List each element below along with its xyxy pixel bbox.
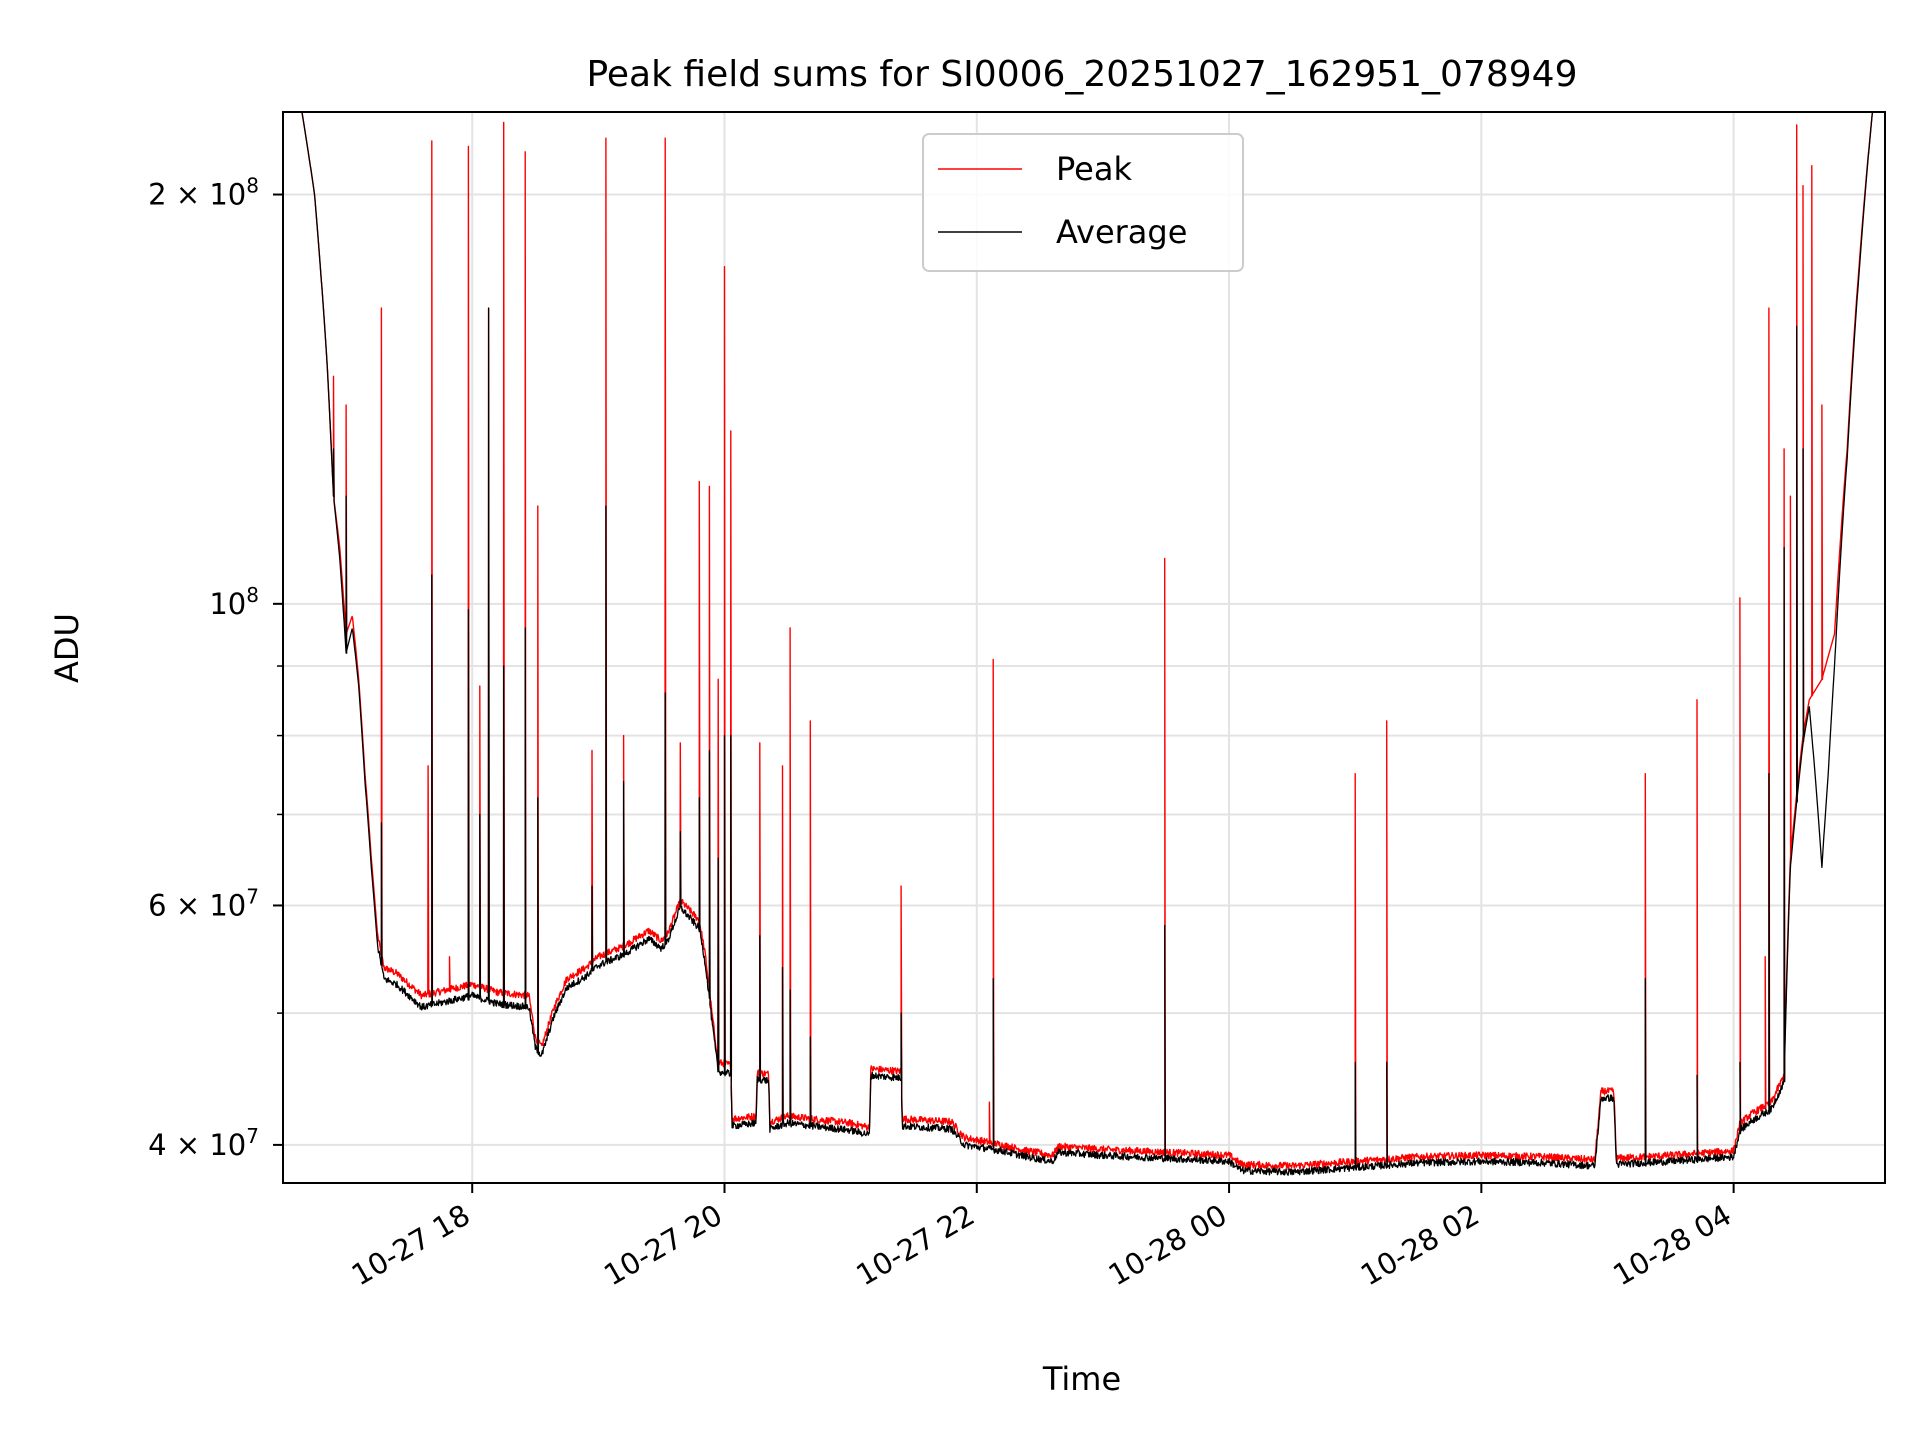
y-tick-label: 2 × 108 (148, 174, 259, 212)
y-tick-label: 6 × 107 (148, 884, 259, 922)
legend: Peak Average (922, 133, 1244, 272)
plot-lines (282, 111, 1886, 1176)
series-line-average (282, 111, 1886, 1176)
x-tick-label: 10-28 02 (1355, 1198, 1485, 1293)
x-tick-label: 10-27 20 (598, 1198, 728, 1293)
legend-label-average: Average (1056, 213, 1187, 251)
x-tick-label: 10-28 00 (1103, 1198, 1233, 1293)
legend-label-peak: Peak (1056, 150, 1132, 188)
y-axis: 108 2 × 108 4 × 107 6 × 107 (148, 174, 283, 1162)
plot-frame (282, 111, 1886, 1184)
x-tick-label: 10-28 04 (1607, 1198, 1737, 1293)
y-axis-label: ADU (48, 613, 86, 683)
chart-title: Peak field sums for SI0006_20251027_1629… (586, 54, 1577, 95)
series-line-peak (282, 111, 1886, 1170)
grid-lines (283, 112, 1885, 1183)
x-tick-label: 10-27 18 (346, 1198, 476, 1293)
x-axis: 10-27 18 10-27 20 10-27 22 10-28 00 10-28 02… (346, 1183, 1737, 1292)
y-tick-label: 4 × 107 (148, 1124, 259, 1162)
x-tick-label: 10-27 22 (850, 1198, 980, 1293)
x-axis-label: Time (1042, 1360, 1121, 1398)
y-tick-label: 108 (209, 583, 259, 621)
